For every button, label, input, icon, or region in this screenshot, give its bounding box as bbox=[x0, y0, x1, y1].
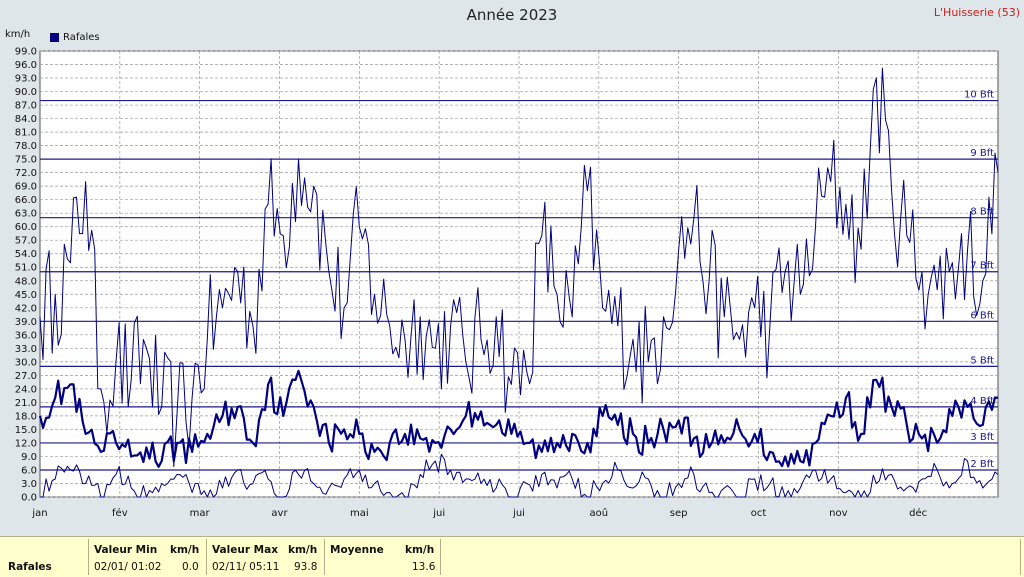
beaufort-label: 2 Bft bbox=[970, 459, 994, 470]
y-tick-label: 21.0 bbox=[15, 398, 37, 409]
beaufort-label: 7 Bft bbox=[970, 261, 994, 272]
x-tick-label: mai bbox=[350, 508, 369, 519]
y-tick-label: 57.0 bbox=[15, 236, 37, 247]
y-tick-label: 27.0 bbox=[15, 371, 37, 382]
y-tick-label: 54.0 bbox=[15, 249, 37, 260]
y-tick-label: 0.0 bbox=[21, 493, 37, 504]
stats-min-date: 02/01/ 01:02 bbox=[94, 561, 162, 573]
x-tick-label: sep bbox=[670, 508, 688, 519]
beaufort-label: 3 Bft bbox=[970, 432, 994, 443]
y-tick-label: 48.0 bbox=[15, 276, 37, 287]
y-tick-label: 33.0 bbox=[15, 344, 37, 355]
y-tick-label: 3.0 bbox=[21, 479, 37, 490]
y-tick-label: 12.0 bbox=[15, 438, 37, 449]
beaufort-label: 6 Bft bbox=[970, 310, 994, 321]
beaufort-label: 4 Bft bbox=[970, 396, 994, 407]
y-tick-label: 81.0 bbox=[15, 128, 37, 139]
stats-row-label: Rafales bbox=[8, 561, 52, 573]
y-tick-label: 30.0 bbox=[15, 357, 37, 368]
series-line-mean bbox=[38, 369, 999, 468]
x-tick-label: déc bbox=[909, 507, 927, 519]
stats-divider bbox=[1020, 539, 1021, 575]
series-line-max bbox=[39, 67, 999, 468]
stats-divider bbox=[88, 539, 89, 575]
y-tick-label: 84.0 bbox=[15, 114, 37, 125]
y-tick-label: 60.0 bbox=[15, 222, 37, 233]
x-tick-label: jui bbox=[512, 508, 525, 519]
stats-avg-header: Moyenne bbox=[330, 544, 384, 556]
stats-min-unit: km/h bbox=[170, 544, 200, 556]
y-tick-label: 87.0 bbox=[15, 101, 37, 112]
y-axis-unit: km/h bbox=[5, 29, 31, 40]
stats-max-date: 02/11/ 05:11 bbox=[212, 561, 280, 573]
y-tick-label: 93.0 bbox=[15, 74, 37, 85]
legend-swatch bbox=[50, 33, 59, 42]
x-tick-label: jui bbox=[432, 508, 445, 519]
x-tick-label: avr bbox=[271, 508, 288, 519]
stats-avg-unit: km/h bbox=[405, 544, 435, 556]
x-tick-label: oct bbox=[751, 508, 767, 519]
legend: Rafales bbox=[50, 32, 100, 43]
y-tick-label: 6.0 bbox=[21, 465, 37, 476]
x-tick-label: mar bbox=[190, 508, 211, 519]
stats-max-value: 93.8 bbox=[294, 561, 318, 573]
y-tick-label: 96.0 bbox=[15, 60, 37, 71]
stats-divider bbox=[206, 539, 207, 575]
y-tick-label: 75.0 bbox=[15, 155, 37, 166]
y-tick-label: 66.0 bbox=[15, 195, 37, 206]
y-tick-label: 36.0 bbox=[15, 330, 37, 341]
stats-divider bbox=[324, 539, 325, 575]
beaufort-label: 5 Bft bbox=[970, 355, 994, 366]
stats-avg-value: 13.6 bbox=[412, 561, 436, 573]
y-tick-label: 39.0 bbox=[15, 317, 37, 328]
y-tick-label: 90.0 bbox=[15, 87, 37, 98]
y-tick-label: 45.0 bbox=[15, 290, 37, 301]
chart-area: 0.0 3.0 6.0 9.0 12.0 15.0 18.0 21.0 24.0 27.0 30.0… bbox=[15, 47, 999, 519]
y-tick-label: 99.0 bbox=[15, 47, 37, 58]
y-tick-label: 15.0 bbox=[15, 425, 37, 436]
y-tick-label: 51.0 bbox=[15, 263, 37, 274]
y-tick-label: 42.0 bbox=[15, 303, 37, 314]
y-tick-label: 18.0 bbox=[15, 411, 37, 422]
x-tick-label: fév bbox=[112, 507, 128, 519]
x-tick-label: jan bbox=[31, 508, 47, 519]
stats-max-header: Valeur Max bbox=[212, 544, 278, 556]
stats-min-value: 0.0 bbox=[182, 561, 199, 573]
y-tick-label: 69.0 bbox=[15, 182, 37, 193]
station-name: L'Huisserie (53) bbox=[933, 6, 1020, 19]
chart-title: Année 2023 bbox=[466, 6, 558, 24]
stats-divider bbox=[440, 539, 441, 575]
stats-panel: Rafales Valeur Min km/h 02/01/ 01:02 0.0… bbox=[0, 536, 1024, 577]
beaufort-label: 10 Bft bbox=[964, 90, 994, 101]
stats-max-unit: km/h bbox=[288, 544, 318, 556]
y-tick-label: 78.0 bbox=[15, 141, 37, 152]
stats-min-header: Valeur Min bbox=[94, 544, 158, 556]
x-tick-label: nov bbox=[829, 508, 847, 519]
beaufort-label: 9 Bft bbox=[970, 148, 994, 159]
y-tick-label: 9.0 bbox=[21, 452, 37, 463]
legend-label: Rafales bbox=[63, 32, 100, 43]
y-tick-label: 72.0 bbox=[15, 168, 37, 179]
beaufort-label: 8 Bft bbox=[970, 207, 994, 218]
y-tick-label: 24.0 bbox=[15, 384, 37, 395]
y-tick-label: 63.0 bbox=[15, 209, 37, 220]
x-tick-label: aoû bbox=[590, 507, 609, 519]
series-line-min bbox=[40, 453, 999, 498]
